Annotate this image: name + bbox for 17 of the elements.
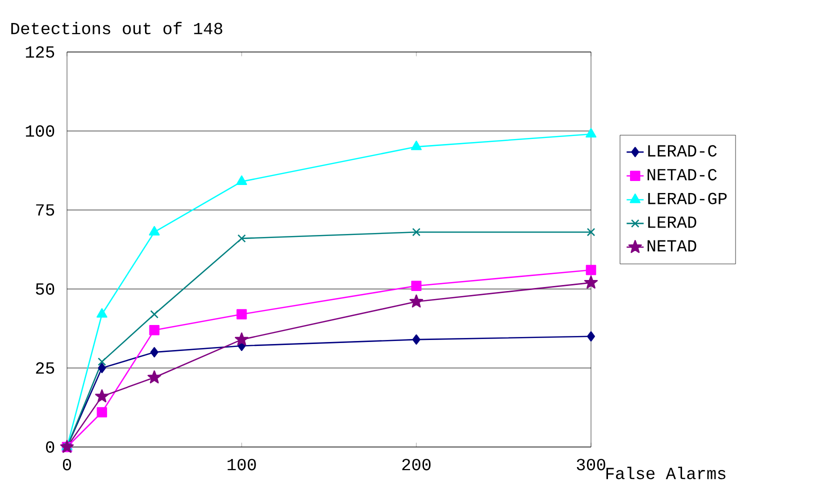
x-tick-label: 300	[576, 458, 606, 470]
y-tick-label: 0	[46, 441, 54, 453]
x-tick-label: 100	[228, 458, 256, 470]
legend-label: LERAD	[648, 216, 696, 228]
legend-label: NETAD	[648, 240, 696, 252]
x-tick-label: 200	[402, 458, 431, 470]
y-tick-label: 25	[36, 362, 54, 374]
legend-label: NETAD-C	[648, 168, 717, 180]
x-tick-label: 0	[62, 458, 72, 470]
y-axis-title: Detections out of 148	[11, 22, 222, 34]
y-tick-label: 100	[26, 125, 54, 137]
legend-label: LERAD-GP	[648, 192, 727, 204]
x-axis-title: False Alarms	[606, 466, 726, 480]
y-tick-label: 75	[36, 204, 54, 216]
legend-label: LERAD-C	[648, 145, 717, 157]
y-tick-label: 125	[26, 46, 54, 58]
y-tick-label: 50	[36, 283, 54, 295]
